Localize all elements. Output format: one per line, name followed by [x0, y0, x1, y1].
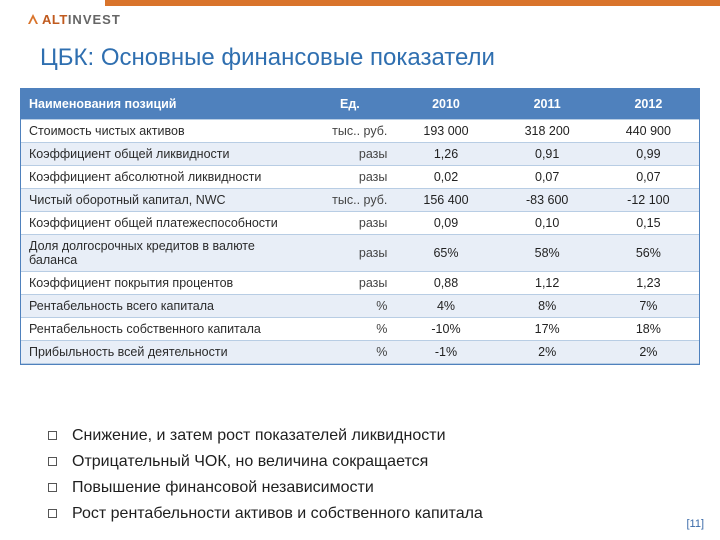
cell-value: 156 400 — [395, 188, 496, 211]
cell-value: 0,99 — [598, 142, 699, 165]
cell-name: Рентабельность всего капитала — [21, 295, 304, 318]
financial-table: Наименования позиций Ед. 2010 2011 2012 … — [20, 88, 700, 365]
cell-unit: разы — [304, 211, 395, 234]
top-accent-rule — [105, 0, 720, 6]
list-item: Отрицательный ЧОК, но величина сокращает… — [48, 452, 678, 472]
cell-value: 1,26 — [395, 142, 496, 165]
table-row: Рентабельность собственного капитала%-10… — [21, 318, 699, 341]
cell-value: 0,10 — [497, 211, 598, 234]
cell-value: -10% — [395, 318, 496, 341]
list-item: Снижение, и затем рост показателей ликви… — [48, 426, 678, 446]
page-title: ЦБК: Основные финансовые показатели — [40, 44, 495, 72]
cell-name: Коэффициент общей ликвидности — [21, 142, 304, 165]
cell-value: 1,12 — [497, 272, 598, 295]
table-row: Коэффициент покрытия процентовразы0,881,… — [21, 272, 699, 295]
cell-unit: разы — [304, 272, 395, 295]
cell-name: Прибыльность всей деятельности — [21, 341, 304, 364]
cell-unit: разы — [304, 165, 395, 188]
page-number: [11] — [686, 518, 704, 530]
brand-logo: ALTINVEST — [26, 12, 121, 27]
cell-name: Доля долгосрочных кредитов в валюте бала… — [21, 234, 304, 272]
list-item-text: Повышение финансовой независимости — [72, 479, 374, 496]
cell-value: 0,07 — [598, 165, 699, 188]
cell-value: 65% — [395, 234, 496, 272]
cell-value: 0,02 — [395, 165, 496, 188]
list-item-text: Отрицательный ЧОК, но величина сокращает… — [72, 453, 428, 470]
table-row: Чистый оборотный капитал, NWCтыс.. руб.1… — [21, 188, 699, 211]
logo-text-alt: ALT — [42, 12, 68, 27]
cell-name: Коэффициент абсолютной ликвидности — [21, 165, 304, 188]
table-row: Коэффициент абсолютной ликвидностиразы0,… — [21, 165, 699, 188]
table-row: Коэффициент общей ликвидностиразы1,260,9… — [21, 142, 699, 165]
cell-unit: тыс.. руб. — [304, 119, 395, 142]
list-item-text: Рост рентабельности активов и собственно… — [72, 505, 483, 522]
cell-value: 193 000 — [395, 119, 496, 142]
cell-value: 1,23 — [598, 272, 699, 295]
cell-unit: % — [304, 295, 395, 318]
cell-value: 0,91 — [497, 142, 598, 165]
bullet-square-icon — [48, 457, 57, 466]
cell-value: 7% — [598, 295, 699, 318]
cell-value: 440 900 — [598, 119, 699, 142]
col-2011: 2011 — [497, 89, 598, 119]
cell-value: 17% — [497, 318, 598, 341]
list-item: Повышение финансовой независимости — [48, 478, 678, 498]
cell-value: 18% — [598, 318, 699, 341]
cell-value: -83 600 — [497, 188, 598, 211]
table-row: Доля долгосрочных кредитов в валюте бала… — [21, 234, 699, 272]
cell-name: Коэффициент общей платежеспособности — [21, 211, 304, 234]
table-row: Прибыльность всей деятельности%-1%2%2% — [21, 341, 699, 364]
cell-value: 58% — [497, 234, 598, 272]
cell-name: Коэффициент покрытия процентов — [21, 272, 304, 295]
cell-value: 0,15 — [598, 211, 699, 234]
col-2012: 2012 — [598, 89, 699, 119]
cell-value: 2% — [497, 341, 598, 364]
cell-name: Стоимость чистых активов — [21, 119, 304, 142]
col-2010: 2010 — [395, 89, 496, 119]
bullet-square-icon — [48, 431, 57, 440]
cell-unit: % — [304, 341, 395, 364]
cell-value: 8% — [497, 295, 598, 318]
logo-mark-icon — [26, 12, 40, 26]
table-row: Коэффициент общей платежеспособностиразы… — [21, 211, 699, 234]
cell-value: 318 200 — [497, 119, 598, 142]
logo-text-invest: INVEST — [68, 12, 121, 27]
bullet-square-icon — [48, 509, 57, 518]
bullet-list: Снижение, и затем рост показателей ликви… — [48, 420, 678, 530]
cell-unit: разы — [304, 142, 395, 165]
cell-value: 0,88 — [395, 272, 496, 295]
list-item-text: Снижение, и затем рост показателей ликви… — [72, 427, 446, 444]
bullet-square-icon — [48, 483, 57, 492]
cell-value: 56% — [598, 234, 699, 272]
list-item: Рост рентабельности активов и собственно… — [48, 504, 678, 524]
cell-unit: тыс.. руб. — [304, 188, 395, 211]
cell-name: Чистый оборотный капитал, NWC — [21, 188, 304, 211]
table-row: Стоимость чистых активовтыс.. руб.193 00… — [21, 119, 699, 142]
cell-name: Рентабельность собственного капитала — [21, 318, 304, 341]
cell-value: 0,09 — [395, 211, 496, 234]
cell-value: 0,07 — [497, 165, 598, 188]
table-row: Рентабельность всего капитала%4%8%7% — [21, 295, 699, 318]
cell-value: -1% — [395, 341, 496, 364]
cell-unit: % — [304, 318, 395, 341]
cell-value: 2% — [598, 341, 699, 364]
cell-value: 4% — [395, 295, 496, 318]
cell-value: -12 100 — [598, 188, 699, 211]
col-name: Наименования позиций — [21, 89, 304, 119]
col-unit: Ед. — [304, 89, 395, 119]
table-header-row: Наименования позиций Ед. 2010 2011 2012 — [21, 89, 699, 119]
cell-unit: разы — [304, 234, 395, 272]
